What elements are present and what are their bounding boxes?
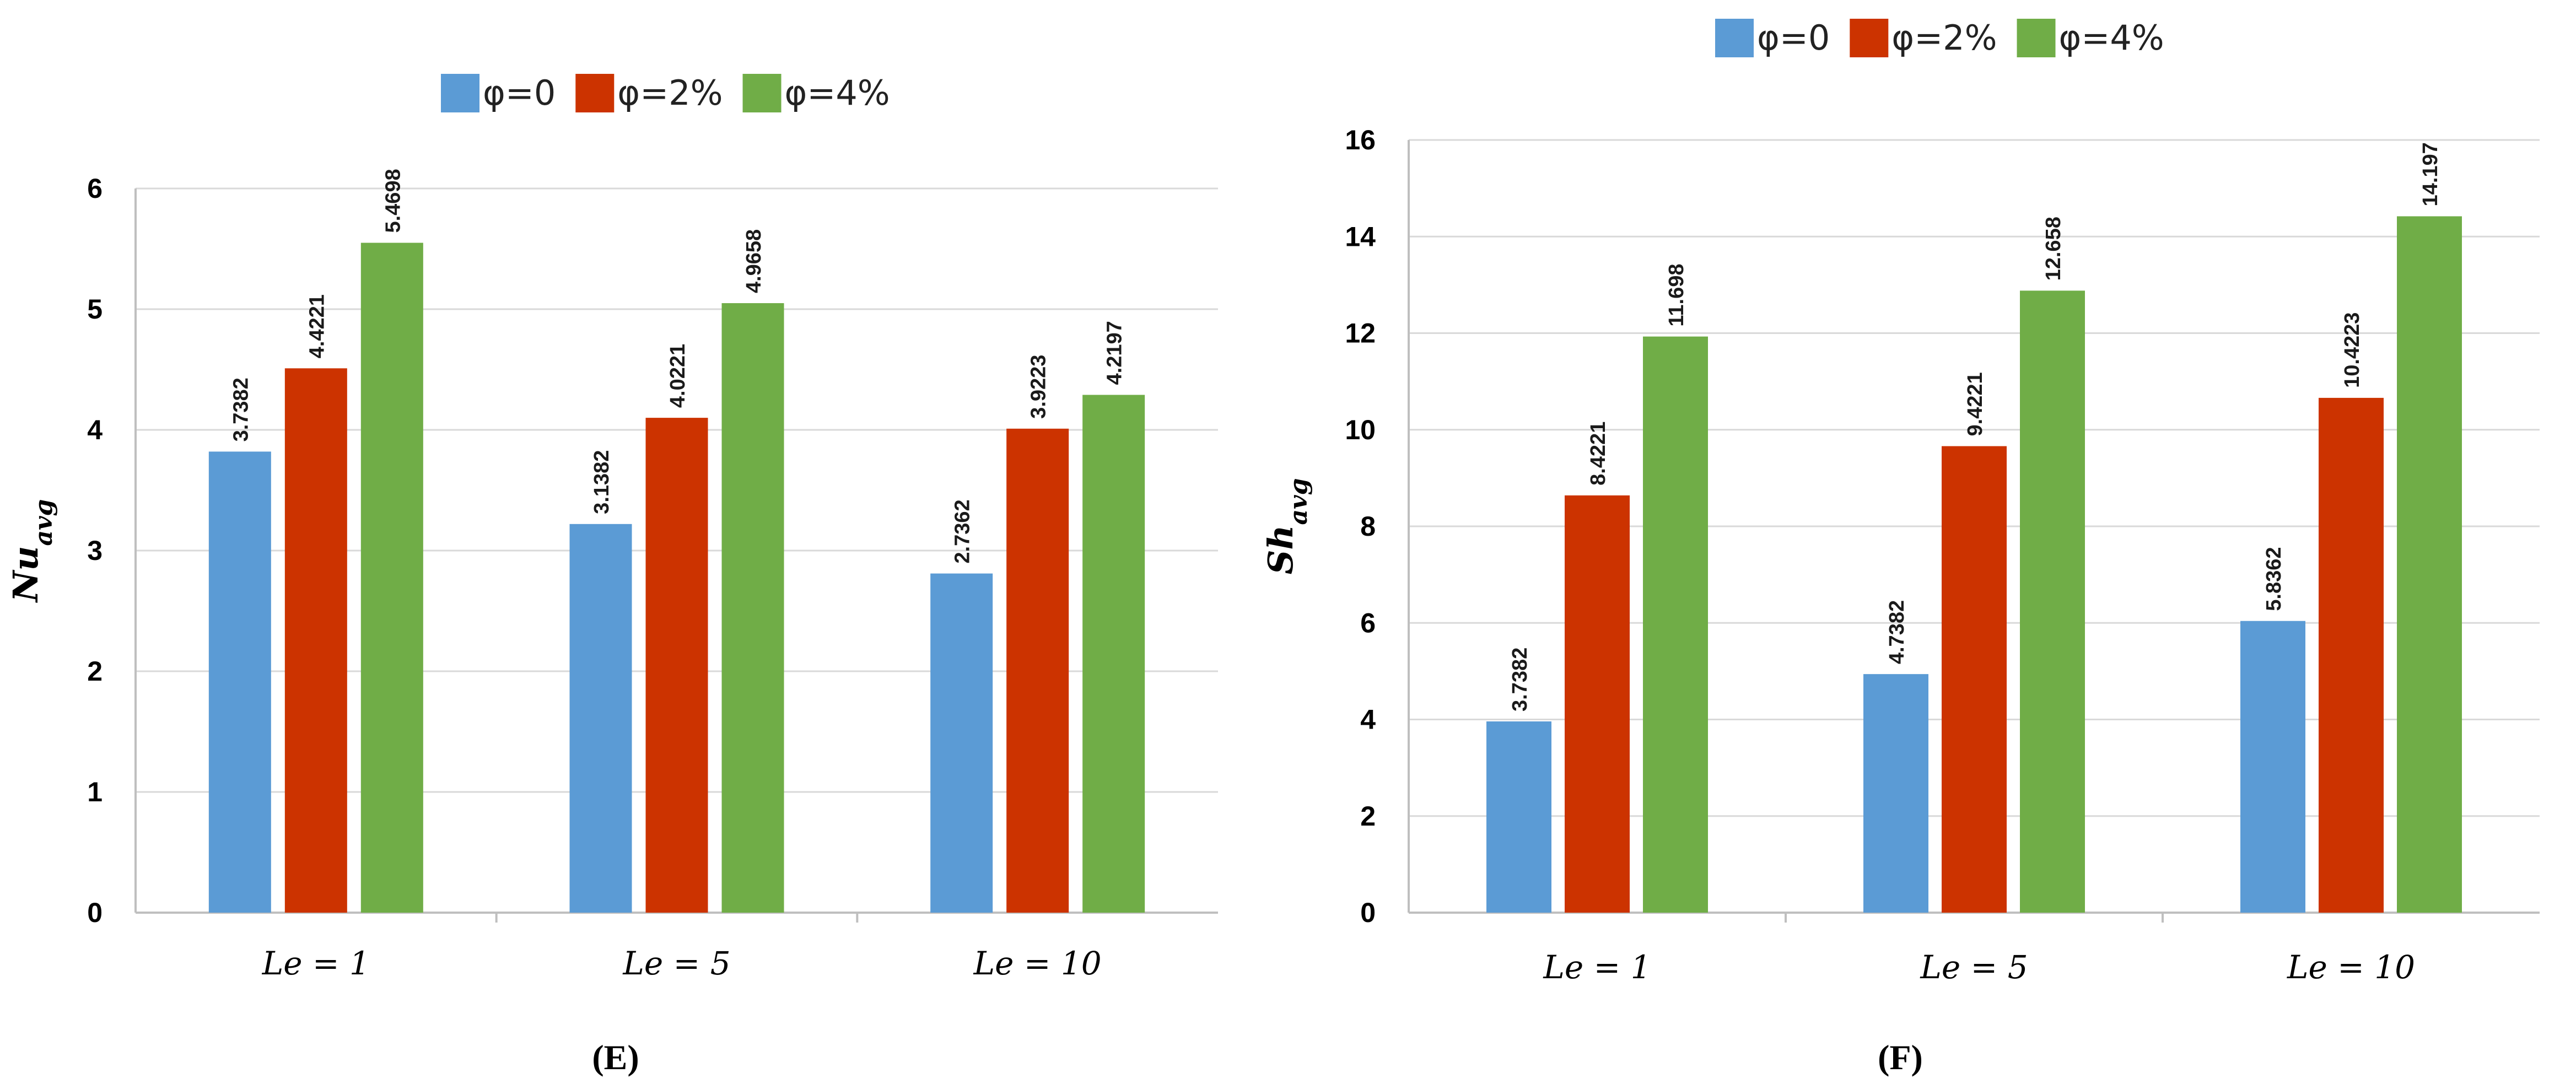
bar <box>645 418 708 913</box>
legend-label: φ=2% <box>1891 18 1997 58</box>
data-label: 4.9658 <box>742 229 766 293</box>
data-label: 4.0221 <box>666 344 689 408</box>
bar <box>569 524 632 913</box>
bar <box>1006 428 1069 913</box>
bar <box>2397 216 2462 913</box>
y-tick-label: 8 <box>1360 511 1376 542</box>
y-tick-label: 4 <box>87 414 103 445</box>
legend-swatch <box>441 74 479 112</box>
legend-swatch <box>575 74 615 112</box>
chart-panel-e: 0 1 2 3 4 5 6 3.7382 4.4221 5.4698 Le = 1 3.1382 4.0… <box>6 73 1218 1077</box>
data-label: 12.658 <box>2042 217 2065 281</box>
legend-label: φ=4% <box>785 73 890 113</box>
data-label: 14.197 <box>2419 142 2442 206</box>
x-category-label: Le = 1 <box>1543 948 1651 986</box>
x-category-label: Le = 5 <box>1920 948 2028 986</box>
y-axis-label: Shavg <box>1260 478 1313 575</box>
bar <box>721 303 784 913</box>
data-label: 4.2197 <box>1103 321 1127 385</box>
bar <box>1565 495 1630 913</box>
bar <box>2240 621 2305 913</box>
y-tick-label: 1 <box>87 777 103 807</box>
data-label: 9.4221 <box>1964 372 1987 436</box>
y-tick-label: 2 <box>87 656 103 687</box>
y-tick-label: 0 <box>1360 897 1376 928</box>
y-tick-label: 16 <box>1345 125 1376 155</box>
data-label: 3.7382 <box>229 378 252 441</box>
legend-swatch <box>1850 19 1889 57</box>
data-label: 8.4221 <box>1587 422 1610 486</box>
data-label: 5.8362 <box>2262 547 2286 611</box>
data-label: 4.4221 <box>305 294 328 358</box>
bar <box>360 242 423 913</box>
legend-label: φ=0 <box>1757 18 1830 58</box>
chart-panel-f: 0 2 4 6 8 10 12 14 16 3.7382 8.4221 11.698 Le = 1 4.7… <box>1260 18 2540 1077</box>
bar <box>1643 336 1708 913</box>
bar <box>1942 446 2007 913</box>
legend-swatch <box>2017 19 2056 57</box>
legend-label: φ=0 <box>483 73 556 113</box>
legend-label: φ=4% <box>2059 18 2164 58</box>
legend-swatch <box>742 74 782 112</box>
bar <box>1082 395 1145 913</box>
y-tick-label: 5 <box>87 294 103 325</box>
y-tick-label: 6 <box>87 173 103 204</box>
data-label: 3.7382 <box>1508 648 1532 711</box>
bar <box>930 573 993 913</box>
x-category-label: Le = 5 <box>622 945 730 982</box>
legend-label: φ=2% <box>617 73 723 113</box>
y-axis-label: Nuavg <box>6 499 58 603</box>
y-tick-label: 0 <box>87 897 103 928</box>
y-tick-label: 3 <box>87 535 103 566</box>
panel-caption: (E) <box>592 1038 639 1077</box>
bar <box>208 451 271 913</box>
bar <box>284 368 347 913</box>
y-tick-label: 10 <box>1345 414 1376 445</box>
panel-caption: (F) <box>1878 1038 1923 1077</box>
x-category-label: Le = 10 <box>973 945 1102 982</box>
x-category-label: Le = 10 <box>2287 948 2415 986</box>
legend-swatch <box>1715 19 1754 57</box>
y-tick-label: 4 <box>1360 704 1376 735</box>
bar <box>1863 674 1928 913</box>
x-category-label: Le = 1 <box>262 945 370 982</box>
y-tick-label: 14 <box>1345 221 1376 252</box>
y-tick-label: 12 <box>1345 318 1376 349</box>
data-label: 4.7382 <box>1885 600 1909 664</box>
y-tick-label: 2 <box>1360 801 1376 832</box>
bar <box>1486 721 1551 913</box>
data-label: 2.7362 <box>951 499 974 563</box>
data-label: 10.4223 <box>2341 312 2364 388</box>
data-label: 3.9223 <box>1027 355 1050 419</box>
data-label: 5.4698 <box>381 169 405 233</box>
y-tick-label: 6 <box>1360 607 1376 638</box>
bar <box>2319 397 2384 913</box>
data-label: 11.698 <box>1665 263 1688 326</box>
data-label: 3.1382 <box>590 450 613 514</box>
bar <box>2020 290 2085 913</box>
